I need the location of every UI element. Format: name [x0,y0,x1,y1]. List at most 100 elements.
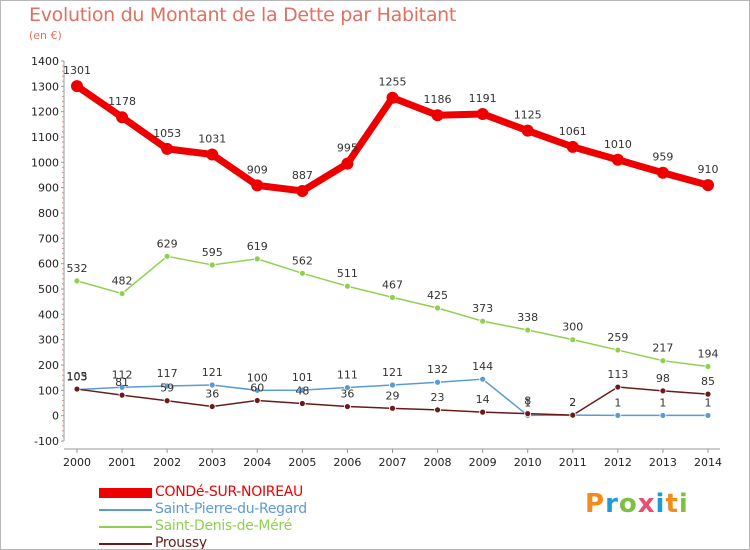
data-label: 467 [382,278,403,291]
data-point [163,397,171,405]
data-label: 1 [659,396,666,409]
legend-label: Proussy [155,535,207,550]
data-label: 8 [524,395,531,408]
data-label: 48 [295,385,309,398]
data-label: 1 [614,396,621,409]
chart-subtitle: (en €) [29,29,62,42]
data-point [614,412,622,419]
x-tick-label: 2003 [198,456,226,469]
data-point [704,363,712,370]
data-point [704,390,712,398]
data-label: 103 [67,371,88,384]
y-tick-label: 800 [38,207,59,220]
data-label: 995 [337,142,358,155]
x-tick-label: 2007 [378,456,406,469]
data-label: 910 [697,163,718,176]
y-tick-label: 900 [38,182,59,195]
data-label: 1 [524,396,531,409]
data-point [298,400,306,407]
legend-label: Saint-Pierre-du-Regard [155,501,307,517]
data-point [614,346,622,354]
data-label: 85 [701,375,715,388]
data-label: 1061 [559,125,587,138]
data-point [569,411,577,419]
data-label: 23 [431,391,445,404]
brand-letter: x [637,489,656,519]
x-tick-label: 2008 [424,456,452,469]
data-point [524,410,532,418]
data-label: 909 [247,163,268,176]
x-tick-label: 2013 [649,456,677,469]
legend-swatch [99,543,152,545]
x-tick-label: 2014 [694,456,722,469]
data-label: 81 [115,376,129,389]
data-point [296,184,309,197]
series-line [76,255,709,368]
data-point [659,357,667,365]
x-tick-label: 2005 [288,456,316,469]
x-tick-label: 2000 [63,456,91,469]
data-point [118,391,126,399]
data-label: 121 [202,366,223,379]
data-point [253,386,261,394]
data-label: 300 [562,321,583,334]
y-tick-label: 200 [38,359,59,372]
y-tick-label: 100 [38,384,59,397]
data-label: 60 [250,381,264,394]
data-point [253,397,261,404]
data-point [208,381,216,389]
data-label: 36 [340,388,354,401]
data-label: 259 [607,331,628,344]
data-label: 14 [476,393,490,406]
chart-title: Evolution du Montant de la Dette par Hab… [29,4,457,26]
data-label: 144 [472,360,493,373]
data-label: 111 [337,369,358,382]
data-point [569,336,577,344]
data-label: 482 [112,275,133,288]
legend-swatch [99,509,152,511]
data-label: 629 [157,237,178,250]
data-point [431,109,444,122]
data-point [163,382,171,390]
data-label: 1186 [424,93,452,106]
data-point [206,148,219,161]
data-label: 532 [67,262,88,275]
y-tick-label: 1400 [31,55,59,68]
data-label: 1255 [378,76,406,89]
data-label: 425 [427,289,448,302]
y-tick-label: 300 [38,334,59,347]
data-point [434,406,441,414]
data-point [704,412,712,419]
data-point [479,375,487,383]
y-tick-label: -100 [34,435,59,448]
data-point [386,91,399,104]
data-point [344,403,351,410]
data-label: 217 [652,342,673,355]
x-tick-label: 2012 [604,456,632,469]
series-layer [71,80,714,419]
data-label: 1053 [153,127,181,140]
data-label: 595 [202,246,223,259]
data-point [614,383,622,391]
data-label: 1010 [604,138,632,151]
x-tick-label: 2011 [559,456,587,469]
data-point [116,111,129,124]
data-point [71,80,83,93]
legend-label: CONDé-SUR-NOIREAU [155,484,303,500]
data-point [701,179,714,192]
data-label: 2 [569,396,576,409]
data-point [251,179,264,192]
y-tick-label: 1100 [31,131,59,144]
data-label: 113 [607,368,628,381]
data-point [479,408,487,416]
data-label: 1178 [108,95,136,108]
data-label: 1031 [198,132,226,145]
data-point [163,252,171,260]
data-point [344,384,351,391]
data-point [73,277,81,285]
data-point [434,378,441,386]
data-point [659,387,667,395]
x-tick-label: 2009 [469,456,497,469]
x-tick-label: 2002 [153,456,181,469]
